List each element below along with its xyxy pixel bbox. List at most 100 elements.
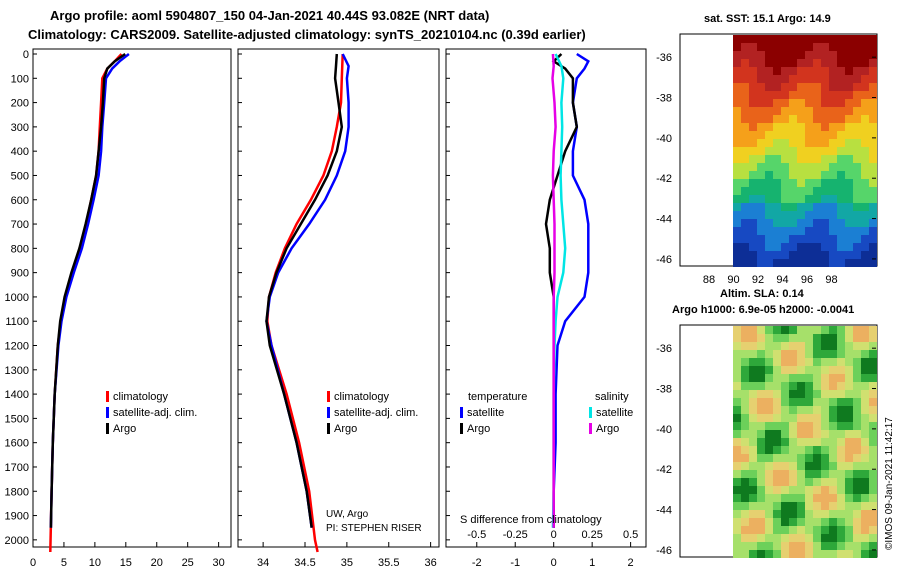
sst-cell	[773, 195, 781, 203]
altim-cell	[853, 550, 861, 558]
sst-cell	[749, 147, 757, 155]
sst-cell	[861, 51, 869, 59]
depth-tick-label: 1700	[5, 462, 29, 474]
sst-cell	[813, 51, 821, 59]
sst-cell	[821, 259, 829, 267]
altim-cell	[765, 494, 773, 502]
sst-cell	[845, 91, 853, 99]
altim-cell	[837, 438, 845, 446]
altim-cell	[765, 422, 773, 430]
sst-cell	[781, 211, 789, 219]
temperature-axis: 0 5 10 15 20 25 30	[30, 542, 225, 569]
altim-cell	[773, 494, 781, 502]
altim-cell	[829, 446, 837, 454]
altim-cell	[861, 358, 869, 366]
altim-cell	[781, 358, 789, 366]
sst-cell	[845, 43, 853, 51]
altim-cell	[845, 534, 853, 542]
altim-cell	[861, 478, 869, 486]
sst-cell	[845, 251, 853, 259]
altim-cell	[765, 414, 773, 422]
altim-cell	[773, 430, 781, 438]
sst-cell	[861, 91, 869, 99]
altim-cell	[853, 334, 861, 342]
altim-cell	[813, 398, 821, 406]
altim-cell	[813, 454, 821, 462]
altim-cell	[749, 526, 757, 534]
altim-cell	[749, 438, 757, 446]
x-tick-label: 20	[151, 557, 163, 569]
sst-cell	[861, 43, 869, 51]
altim-cell	[733, 462, 741, 470]
altim-cell	[829, 430, 837, 438]
altim-cell	[741, 542, 749, 550]
sst-cell	[781, 171, 789, 179]
altim-cell	[789, 326, 797, 334]
altim-cell	[741, 550, 749, 558]
altim-cell	[781, 374, 789, 382]
altim-cell	[845, 454, 853, 462]
sst-cell	[837, 75, 845, 83]
altim-cell	[797, 526, 805, 534]
altim-cell	[837, 358, 845, 366]
sst-cell	[789, 147, 797, 155]
altim-cell	[853, 494, 861, 502]
sst-cell	[869, 51, 877, 59]
altim-cell	[861, 414, 869, 422]
altim-cell	[789, 358, 797, 366]
altim-cell	[741, 350, 749, 358]
sst-cell	[773, 259, 781, 267]
sst-cell	[765, 147, 773, 155]
altim-cell	[861, 542, 869, 550]
altim-cell	[861, 446, 869, 454]
sst-cell	[829, 259, 837, 267]
altim-cell	[789, 542, 797, 550]
altim-cell	[837, 502, 845, 510]
altim-cell	[861, 550, 869, 558]
legend-temperature-header: temperature	[468, 391, 527, 403]
sst-cell	[765, 187, 773, 195]
sst-cell	[869, 35, 877, 43]
sst-cell	[821, 195, 829, 203]
sst-cell	[829, 91, 837, 99]
sst-cell	[789, 155, 797, 163]
sst-cell	[837, 67, 845, 75]
sst-cell	[781, 195, 789, 203]
altim-cell	[805, 334, 813, 342]
altim-cell	[733, 510, 741, 518]
sst-cell	[821, 91, 829, 99]
lat-tick-label: -44	[656, 214, 672, 226]
altim-cell	[845, 350, 853, 358]
sst-cell	[789, 219, 797, 227]
altim-cell	[797, 510, 805, 518]
altim-cell	[733, 374, 741, 382]
s-diff-tick-label: 0.25	[581, 529, 602, 541]
altim-cell	[781, 334, 789, 342]
altim-cell	[789, 470, 797, 478]
sst-cell	[749, 195, 757, 203]
sst-cell	[741, 163, 749, 171]
altim-cell	[837, 382, 845, 390]
sst-cell	[773, 43, 781, 51]
sst-cell	[829, 211, 837, 219]
sst-cell	[853, 107, 861, 115]
sst-cell	[749, 131, 757, 139]
altim-cell	[773, 510, 781, 518]
sst-cell	[853, 131, 861, 139]
sst-cell	[845, 163, 853, 171]
altim-cell	[853, 430, 861, 438]
sst-cell	[733, 131, 741, 139]
sst-cell	[837, 227, 845, 235]
sst-cell	[757, 107, 765, 115]
altim-cell	[805, 398, 813, 406]
sst-cell	[869, 179, 877, 187]
altim-cell	[861, 518, 869, 526]
sst-cell	[741, 107, 749, 115]
altim-cell	[813, 462, 821, 470]
altim-cell	[869, 358, 877, 366]
altim-cell	[765, 454, 773, 462]
sst-cell	[765, 123, 773, 131]
altim-cell	[805, 422, 813, 430]
sst-cell	[869, 251, 877, 259]
sst-cell	[773, 91, 781, 99]
